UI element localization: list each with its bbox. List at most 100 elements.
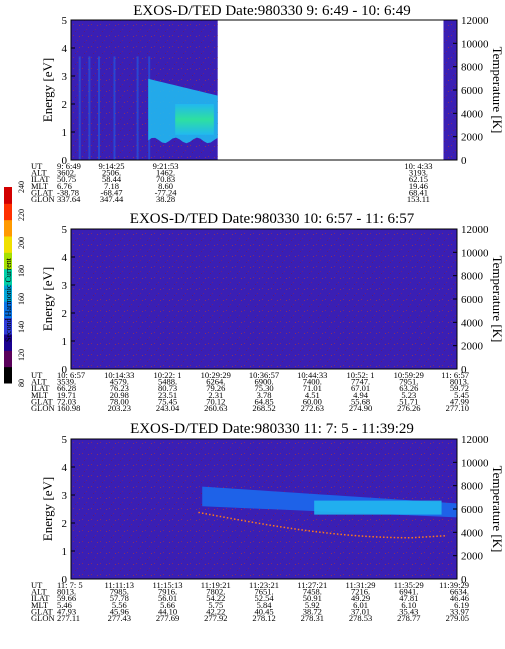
orbit-cell: 7400. — [303, 377, 322, 387]
temperature-point — [216, 515, 218, 517]
orbit-cell: 44.10 — [158, 606, 177, 616]
orbit-cell: 7747. — [351, 377, 370, 387]
orbit-cell: 7651. — [254, 587, 273, 597]
temperature-point — [407, 536, 410, 539]
colorbar-swatch — [4, 219, 12, 237]
orbit-cell: 33.97 — [450, 606, 469, 616]
orbit-cell: -68.47 — [101, 187, 123, 197]
orbit-cell: 76.23 — [110, 383, 129, 393]
temperature-point — [255, 522, 257, 524]
temperature-point — [287, 527, 289, 529]
orbit-cell: 55.68 — [351, 396, 370, 406]
orbit-row-label: ALT — [31, 168, 48, 178]
temperature-point — [304, 529, 307, 532]
orbit-cell: 50.91 — [303, 593, 322, 603]
plasma-core — [314, 500, 442, 515]
colorbar-swatch — [4, 350, 12, 368]
orbit-cell: 11: 7: 5 — [57, 580, 83, 590]
colorbar-swatch — [4, 236, 12, 253]
orbit-cell: 4579. — [110, 377, 129, 387]
y2-tick-label: 2000 — [461, 341, 484, 353]
orbit-cell: 337.64 — [57, 194, 81, 204]
orbit-cell: 11:31:29 — [346, 580, 376, 590]
colorbar-ticks: 80 120 140 160 180 200 220 240 — [17, 181, 26, 387]
y-tick-label: 0 — [62, 574, 68, 586]
y2-tick-label: 8000 — [461, 62, 484, 74]
temperature-point — [308, 530, 310, 532]
panel-3-ticks: 0 1 2 3 4 5 0 2000 4000 6000 8000 10000 12000 — [62, 434, 490, 586]
temperature-point — [201, 512, 204, 514]
orbit-cell: 8013. — [57, 587, 76, 597]
y2-tick-label: 10000 — [461, 38, 489, 50]
y-tick-label: 3 — [62, 71, 68, 83]
y-tick-label: 3 — [62, 490, 68, 502]
orbit-cell: 19.71 — [57, 390, 76, 400]
orbit-cell: 347.44 — [100, 194, 124, 204]
orbit-cell: 62.15 — [409, 174, 428, 184]
orbit-cell: 160.98 — [57, 403, 80, 413]
orbit-row-label: GLON — [31, 403, 55, 413]
orbit-cell: 1462. — [156, 168, 175, 178]
panel-1-title: EXOS-D/TED Date:980330 9: 6:49 - 10: 6:4… — [133, 3, 410, 19]
colorbar-tick-label: 80 — [17, 379, 26, 387]
colorbar-swatches — [4, 187, 12, 384]
noise-speckle — [71, 229, 457, 369]
orbit-cell: 5.66 — [160, 600, 175, 610]
panel-1-ylabel: Energy [eV] — [40, 58, 55, 122]
temperature-point — [411, 536, 413, 539]
orbit-cell: 11:23:21 — [249, 580, 279, 590]
orbit-cell: 3.78 — [257, 390, 272, 400]
temperature-point — [240, 519, 243, 522]
orbit-cell: 5.23 — [401, 390, 416, 400]
temperature-point — [404, 536, 406, 539]
temperature-point — [429, 535, 431, 538]
orbit-cell: 45.96 — [110, 606, 129, 616]
orbit-row-label: GLON — [31, 613, 55, 623]
orbit-row-label: ILAT — [31, 383, 50, 393]
orbit-cell: 7951. — [399, 377, 418, 387]
orbit-cell: 60.00 — [303, 396, 322, 406]
temperature-point — [329, 532, 332, 535]
orbit-cell: 5.56 — [112, 600, 127, 610]
temperature-point — [269, 524, 271, 526]
orbit-cell: 59.72 — [450, 383, 469, 393]
orbit-row-label: GLAT — [31, 187, 54, 197]
temperature-point — [361, 535, 364, 537]
orbit-cell: 64.85 — [254, 396, 273, 406]
temperature-point — [205, 513, 207, 515]
orbit-cell: 11:35:29 — [394, 580, 424, 590]
y-tick-label: 0 — [62, 155, 68, 167]
orbit-cell: 277.10 — [446, 403, 469, 413]
orbit-cell: 68.41 — [409, 187, 428, 197]
temperature-point — [276, 525, 279, 528]
orbit-cell: 54.22 — [206, 593, 225, 603]
orbit-cell: 277.11 — [57, 613, 80, 623]
y2-tick-label: 12000 — [461, 15, 489, 27]
temperature-point — [354, 534, 357, 537]
colorbar-tick-label: 240 — [17, 181, 26, 193]
orbit-cell: 10: 6:57 — [57, 370, 85, 380]
colorbar-label: Second Harmonic Current — [4, 257, 13, 342]
temperature-point — [397, 536, 399, 539]
orbit-cell: 7916. — [158, 587, 177, 597]
orbit-cell: 3539. — [57, 377, 76, 387]
orbit-row-label: MLT — [31, 181, 49, 191]
y-tick-label: 2 — [62, 99, 68, 111]
orbit-cell: 63.26 — [399, 383, 418, 393]
y2-tick-label: 0 — [461, 155, 467, 167]
orbit-cell: 37.01 — [351, 606, 370, 616]
panel-2-y2label: Temperature [K] — [490, 256, 505, 343]
temperature-point — [223, 516, 225, 518]
temperature-point — [212, 514, 215, 516]
orbit-cell: 23.51 — [158, 390, 177, 400]
panel-3-ylabel: Energy [eV] — [40, 477, 55, 541]
orbit-cell: 11:19:21 — [201, 580, 231, 590]
y2-tick-label: 4000 — [461, 108, 484, 120]
orbit-row-label: MLT — [31, 600, 49, 610]
orbit-cell: 40.45 — [254, 606, 273, 616]
orbit-cell: 72.03 — [57, 396, 76, 406]
temperature-point — [272, 525, 275, 527]
orbit-cell: 278.12 — [252, 613, 275, 623]
y-tick-label: 5 — [62, 224, 68, 236]
temperature-point — [400, 536, 403, 539]
